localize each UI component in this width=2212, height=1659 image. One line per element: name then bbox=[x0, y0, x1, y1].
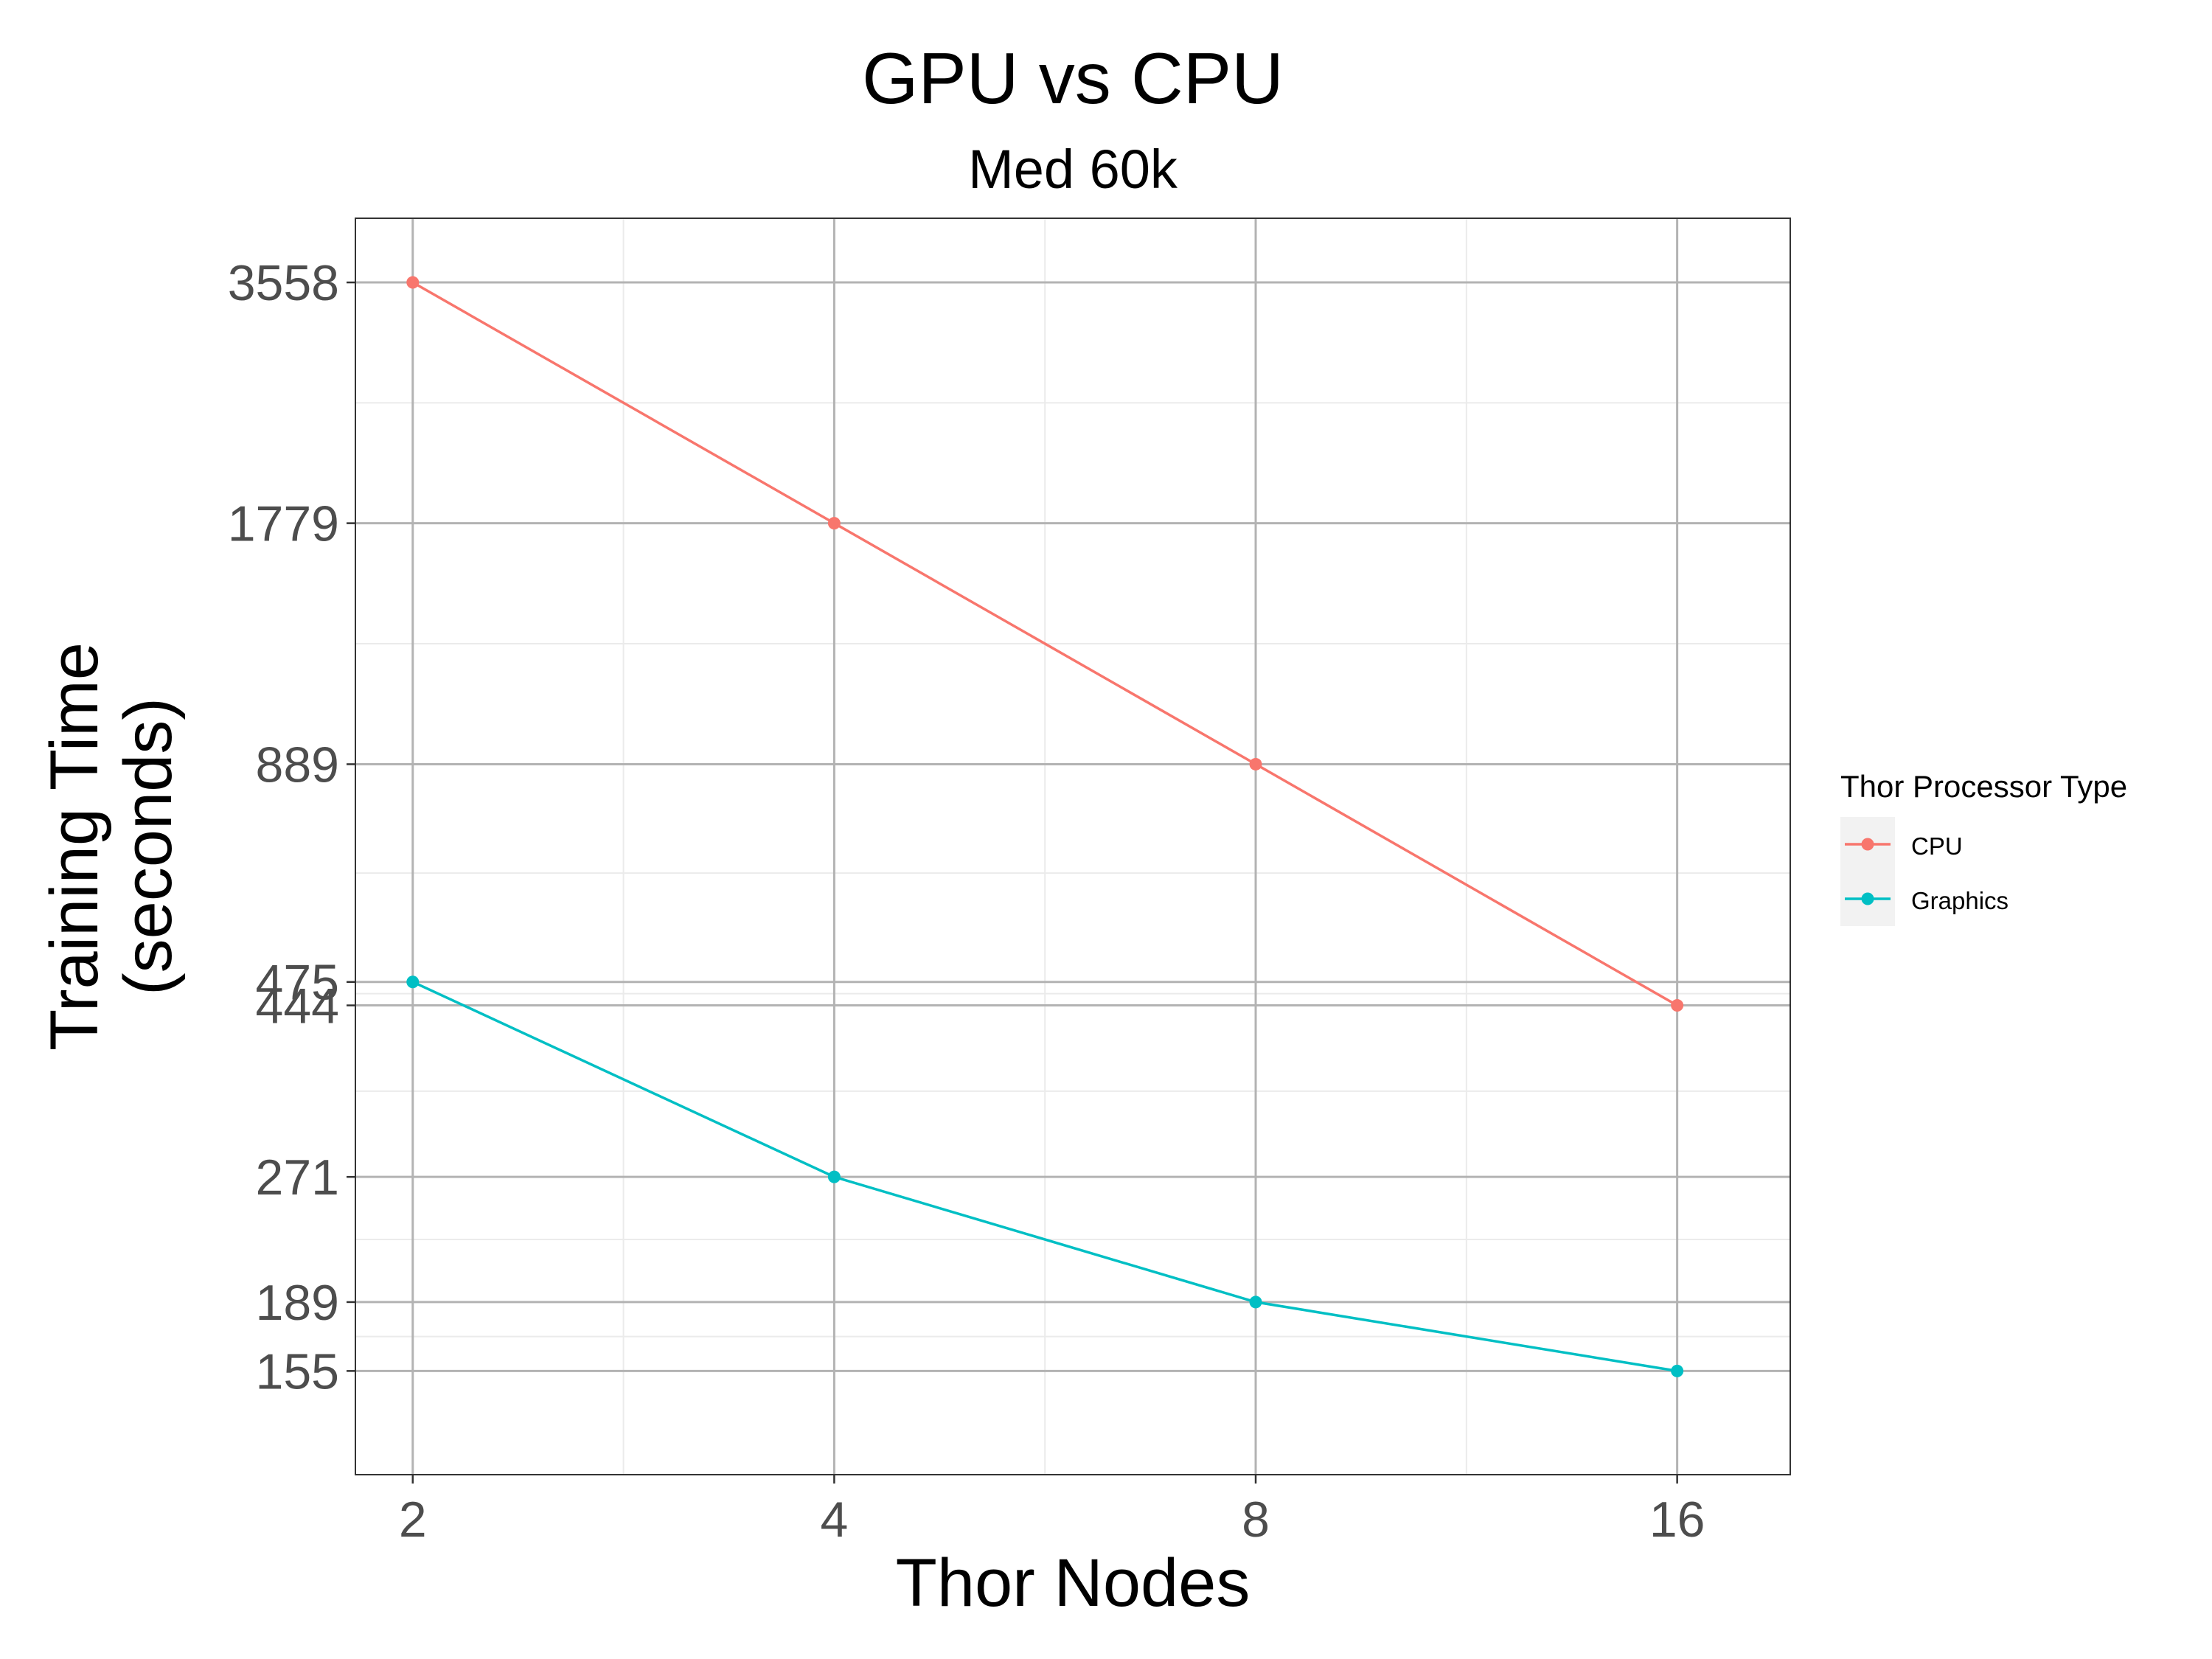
y-tick-label: 444 bbox=[256, 978, 339, 1034]
y-tick-label: 1779 bbox=[228, 496, 339, 552]
y-axis-title: Training Time (seconds) bbox=[37, 642, 186, 1051]
data-point-cpu bbox=[406, 276, 420, 289]
x-tick-label: 2 bbox=[399, 1492, 427, 1548]
y-tick-label: 475 bbox=[256, 955, 339, 1011]
legend-keys: CPU Graphics bbox=[1840, 817, 2008, 926]
y-tick-label: 3558 bbox=[228, 255, 339, 311]
series-line-cpu bbox=[411, 281, 1678, 1007]
legend: Thor Processor Type CPU Graphics bbox=[1840, 769, 2127, 926]
grid-major bbox=[355, 218, 1790, 1475]
x-axis-title: Thor Nodes bbox=[896, 1545, 1251, 1621]
x-axis-ticks: 2 4 8 16 bbox=[399, 1475, 1705, 1548]
x-tick-label: 16 bbox=[1649, 1492, 1705, 1548]
data-point-cpu bbox=[1671, 999, 1684, 1012]
y-tick-label: 189 bbox=[256, 1275, 339, 1331]
grid-minor bbox=[355, 218, 1790, 1475]
series-layer bbox=[406, 276, 1684, 1377]
legend-key-point-cpu bbox=[1861, 838, 1874, 851]
y-axis-title-line-1: Training Time bbox=[37, 642, 112, 1051]
plot-border bbox=[355, 218, 1791, 1475]
legend-key-point-graphics bbox=[1861, 892, 1874, 905]
y-axis-title-line-2: (seconds) bbox=[111, 698, 186, 995]
chart-subtitle: Med 60k bbox=[968, 139, 1178, 200]
x-tick-label: 8 bbox=[1242, 1492, 1270, 1548]
chart-title: GPU vs CPU bbox=[862, 38, 1284, 119]
y-tick-label: 155 bbox=[256, 1343, 339, 1399]
series-line-graphics bbox=[412, 981, 1677, 1373]
data-point-graphics bbox=[406, 975, 420, 989]
data-point-graphics bbox=[1671, 1364, 1684, 1377]
data-point-graphics bbox=[1249, 1295, 1262, 1309]
legend-label-cpu: CPU bbox=[1911, 832, 1963, 860]
data-point-cpu bbox=[1249, 757, 1262, 771]
y-tick-label: 889 bbox=[256, 737, 339, 793]
x-tick-label: 4 bbox=[820, 1492, 848, 1548]
y-tick-label: 271 bbox=[256, 1150, 339, 1206]
legend-title: Thor Processor Type bbox=[1840, 769, 2127, 804]
data-point-cpu bbox=[827, 517, 841, 530]
data-point-graphics bbox=[827, 1170, 841, 1183]
legend-label-graphics: Graphics bbox=[1911, 887, 2008, 914]
